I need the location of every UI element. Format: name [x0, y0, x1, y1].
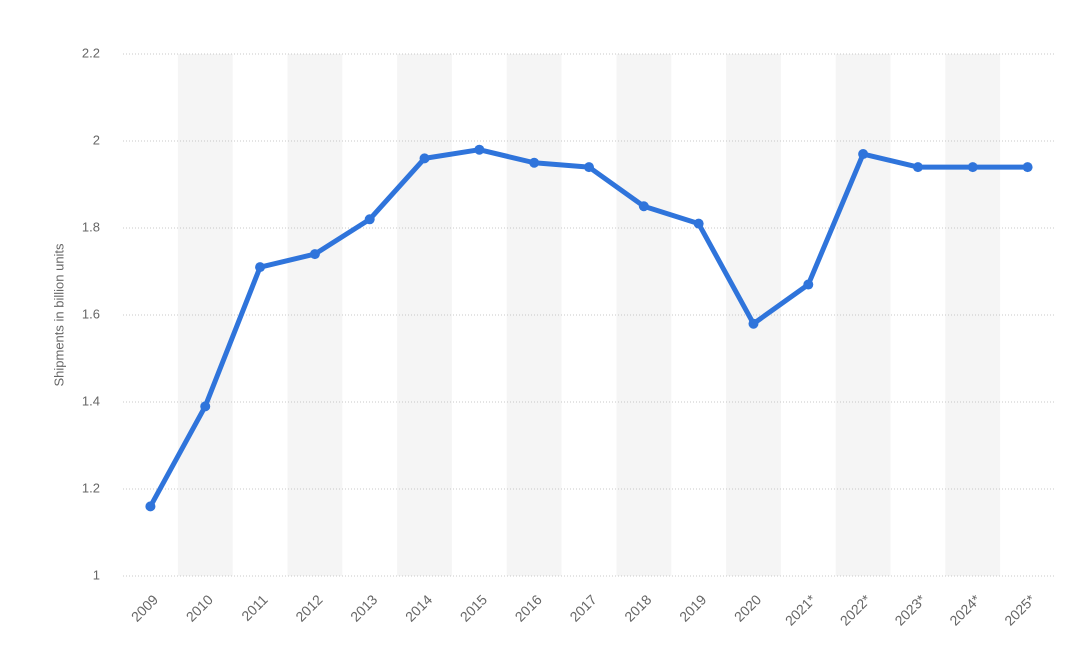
x-tick-label: 2023* [891, 591, 929, 629]
point [309, 249, 320, 260]
y-tick-label: 1.2 [82, 480, 100, 495]
y-tick-label: 1 [93, 567, 100, 582]
point [419, 153, 430, 164]
x-tick-label: 2019 [676, 591, 709, 624]
point [364, 214, 375, 225]
band-shade [616, 54, 672, 576]
point [529, 157, 540, 168]
point [474, 144, 485, 155]
point [858, 149, 869, 160]
point [1022, 162, 1033, 173]
x-tick-label: 2010 [183, 591, 216, 624]
band-shade [397, 54, 452, 576]
band-shade [835, 54, 891, 576]
line [148, 147, 1028, 508]
y-tick-label: 1.6 [82, 306, 100, 321]
x-tick-label: 2021* [782, 591, 820, 629]
y-tick-label: 1.8 [82, 219, 100, 234]
x-tick-label: 2016 [512, 591, 545, 624]
x-tick-label: 2017 [566, 591, 599, 624]
point [693, 218, 704, 229]
band-shade [287, 54, 343, 576]
x-tick-label: 2018 [621, 591, 654, 624]
point [200, 401, 211, 412]
x-tick-label: 2022* [837, 591, 875, 629]
point [967, 162, 978, 173]
x-tick-label: 2013 [347, 591, 380, 624]
point [748, 318, 759, 329]
x-tick-label: 2011 [238, 591, 271, 624]
point [584, 162, 594, 173]
x-tick-label: 2015 [457, 591, 490, 624]
y-tick-label: 2.2 [82, 45, 100, 60]
point [912, 162, 923, 173]
point [145, 501, 156, 512]
point [803, 279, 814, 290]
x-tick-label: 2025* [1001, 591, 1039, 629]
point [638, 201, 649, 212]
x-tick-label: 2014 [402, 591, 435, 624]
x-tick-label: 2012 [292, 591, 325, 624]
x-tick-label: 2020 [731, 591, 764, 624]
point [255, 262, 266, 273]
y-axis-label: Shipments in billion units [51, 243, 66, 387]
x-tick-label: 2024* [946, 591, 984, 629]
y-tick-label: 1.4 [82, 393, 100, 408]
x-tick-label: 2009 [128, 591, 161, 624]
y-tick-label: 2 [93, 132, 100, 147]
